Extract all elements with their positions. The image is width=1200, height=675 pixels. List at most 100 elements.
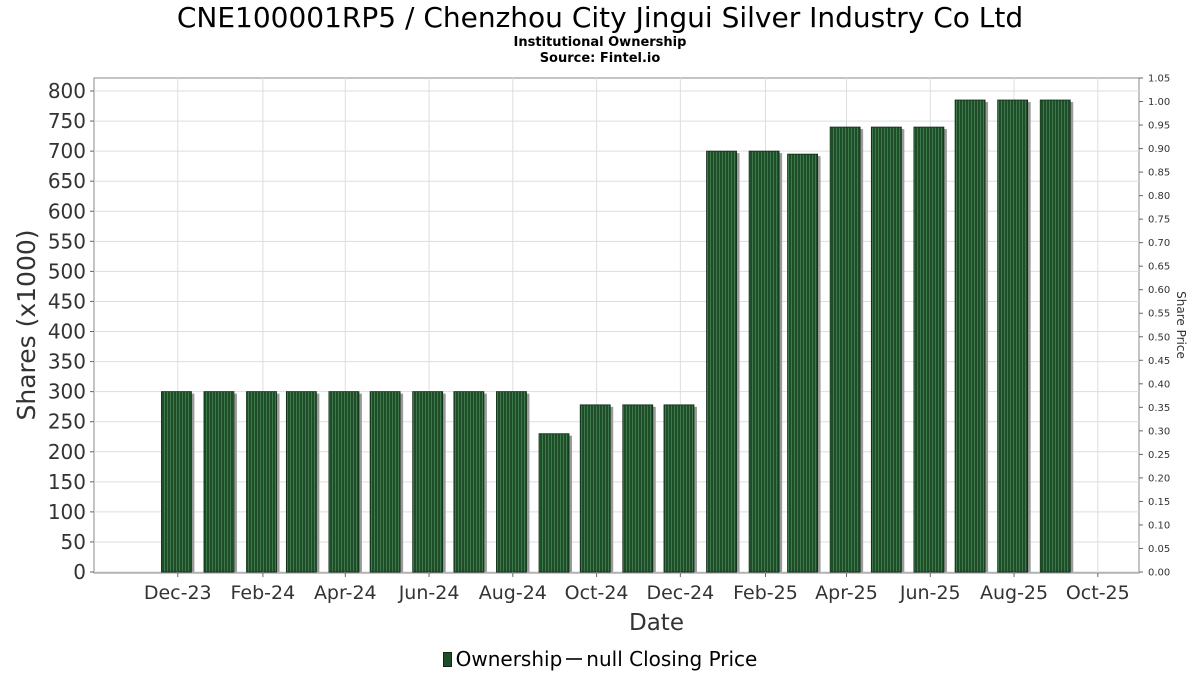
y-tick-label: 650 [48,169,86,193]
y2-tick-label: 0.60 [1148,285,1170,296]
ownership-bar [538,433,573,573]
bar-body [579,404,611,573]
ownership-bar [829,126,864,573]
bar-body [328,391,360,573]
ownership-bar [453,391,487,573]
y-tick-label: 600 [48,199,86,223]
x-tick-label: Jun-25 [899,582,961,604]
x-tick-label: Jun-24 [398,582,460,604]
ownership-bar [285,391,320,573]
bar-body [246,391,277,573]
legend-ownership-swatch [442,652,452,667]
ownership-bar [246,391,280,573]
y2-tick-label: 0.25 [1148,450,1170,461]
ownership-bar [748,150,783,573]
ownership-bar [870,126,905,573]
bar-body [997,99,1029,573]
x-tick-label: Dec-23 [144,582,212,604]
y-tick-label: 500 [48,259,86,283]
bar-body [622,404,654,573]
y2-tick-label: 0.70 [1148,238,1170,249]
x-tick-label: Aug-24 [479,582,547,604]
y2-tick-label: 0.50 [1148,332,1170,343]
ownership-bar [997,99,1031,573]
ownership-bar [787,153,821,573]
y2-tick-label: 0.55 [1148,309,1170,320]
y2-tick-label: 0.80 [1148,191,1170,202]
y-tick-label: 750 [48,109,86,133]
y2-axis-title: Share Price [1174,291,1188,359]
bar-body [1039,99,1071,573]
bar-body [285,391,317,573]
bar-body [369,391,401,573]
y-tick-label: 350 [48,350,86,374]
ownership-bar [328,391,362,573]
y2-tick-label: 0.35 [1148,403,1170,414]
x-axis-title: Date [629,610,684,636]
y-tick-label: 550 [48,229,86,253]
legend: Ownership null Closing Price [0,647,1200,671]
y-axis-title: Shares (x1000) [12,229,41,420]
ownership-bar [954,99,989,573]
y-tick-label: 50 [61,530,86,554]
y2-tick-label: 0.95 [1148,121,1170,132]
ownership-bar [622,404,656,573]
bar-body [160,391,192,573]
ownership-bar [412,391,446,573]
bar-body [496,391,527,573]
ownership-bar [913,126,947,573]
y2-tick-label: 0.65 [1148,262,1170,273]
y-tick-label: 450 [48,289,86,313]
y2-tick-label: 0.40 [1148,379,1170,390]
y-tick-label: 100 [48,500,86,524]
bar-body [913,126,945,573]
y2-tick-label: 0.90 [1148,144,1170,155]
ownership-bar [1039,99,1074,573]
ownership-bar [160,391,195,573]
bar-body [663,404,695,573]
bar-body [706,150,737,573]
y2-tick-label: 0.05 [1148,544,1170,555]
y2-tick-label: 0.15 [1148,497,1170,508]
ownership-bar [706,150,740,573]
y2-tick-label: 0.75 [1148,215,1170,226]
ownership-bar [203,391,237,573]
x-tick-label: Aug-25 [980,582,1048,604]
ownership-bar [369,391,404,573]
y-tick-label: 0 [73,560,86,584]
bar-body [954,99,986,573]
x-tick-label: Feb-25 [733,582,798,604]
legend-price-line [566,658,583,660]
x-tick-label: Dec-24 [646,582,714,604]
bar-body [538,433,570,573]
x-tick-label: Apr-24 [314,582,377,604]
bar-body [453,391,485,573]
y-tick-label: 150 [48,470,86,494]
chart-subtitle: Institutional Ownership [513,35,687,50]
axes: 0 50 100 150 200 250 300 350 400 450 500 550 600 650 7… [12,74,1188,637]
y2-tick-label: 0.20 [1148,473,1170,484]
y2-tick-label: 0.00 [1148,568,1170,579]
y-tick-label: 800 [48,79,86,103]
bar-body [748,150,780,573]
bar-body [203,391,235,573]
ownership-bar [496,391,530,573]
bar-body [412,391,444,573]
y2-tick-label: 1.05 [1148,74,1170,85]
bar-body [787,153,818,573]
y2-tick-label: 0.30 [1148,426,1170,437]
ownership-bar [663,404,697,573]
y-tick-label: 300 [48,380,86,404]
bars [160,99,1074,573]
y-tick-label: 400 [48,320,86,344]
y2-tick-label: 1.00 [1148,97,1170,108]
legend-price-label: null Closing Price [586,647,758,671]
bar-body [829,126,861,573]
y-tick-label: 200 [48,440,86,464]
x-tick-label: Apr-25 [815,582,878,604]
legend-ownership-label: Ownership [455,647,563,671]
y-tick-label: 250 [48,410,86,434]
y2-tick-label: 0.85 [1148,168,1170,179]
x-tick-label: Oct-25 [1066,582,1130,604]
x-tick-label: Feb-24 [231,582,296,604]
